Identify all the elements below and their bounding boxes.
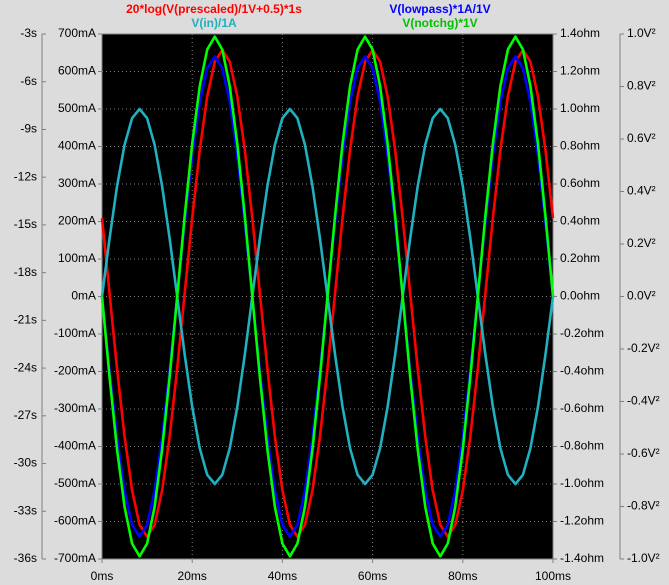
y-tick-label: -6s — [20, 74, 37, 88]
legend-entry: V(notchg)*1V — [402, 16, 477, 30]
y-tick-label: 1.0ohm — [560, 101, 600, 115]
y-tick-label: -1.4ohm — [560, 551, 604, 565]
y-tick-label: 400mA — [58, 139, 96, 153]
y-tick-label: 1.4ohm — [560, 26, 600, 40]
x-tick-label: 60ms — [358, 569, 387, 583]
series-line — [100, 48, 555, 539]
y-tick-label: -0.6V² — [627, 446, 660, 460]
y-tick-label: 300mA — [58, 176, 96, 190]
y-tick-label: -1.0V² — [627, 551, 660, 565]
legend-entry: V(in)/1A — [191, 16, 237, 30]
y-tick-label: 0.8ohm — [560, 139, 600, 153]
y-tick-label: -700mA — [54, 551, 96, 565]
x-tick-label: 0ms — [91, 569, 114, 583]
y-tick-label: -600mA — [54, 514, 96, 528]
y-tick-label: 100mA — [58, 251, 96, 265]
y-tick-label: -27s — [14, 408, 37, 422]
y-tick-label: -0.8ohm — [560, 439, 604, 453]
y-tick-label: 0.0V² — [627, 289, 656, 303]
y-tick-label: -100mA — [54, 326, 96, 340]
y-tick-label: 1.2ohm — [560, 64, 600, 78]
y-tick-label: -1.2ohm — [560, 514, 604, 528]
y-tick-label: 1.0V² — [627, 26, 656, 40]
y-tick-label: -0.4V² — [627, 394, 660, 408]
y-tick-label: 0.0ohm — [560, 289, 600, 303]
y-tick-label: -24s — [14, 360, 37, 374]
y-tick-label: 0.6ohm — [560, 176, 600, 190]
y-tick-label: -0.2V² — [627, 341, 660, 355]
x-tick-label: 40ms — [268, 569, 297, 583]
legend-entry: 20*log(V(prescaled)/1V+0.5)*1s — [126, 2, 302, 16]
y-tick-label: 200mA — [58, 214, 96, 228]
y-tick-label: -21s — [14, 313, 37, 327]
y-tick-label: -12s — [14, 169, 37, 183]
y-tick-label: 600mA — [58, 64, 96, 78]
y-tick-label: -1.0ohm — [560, 476, 604, 490]
y-tick-label: -3s — [20, 26, 37, 40]
y-tick-label: -0.2ohm — [560, 326, 604, 340]
y-tick-label: -300mA — [54, 401, 96, 415]
y-tick-label: -400mA — [54, 439, 96, 453]
y-tick-label: -18s — [14, 265, 37, 279]
y-tick-label: -36s — [14, 551, 37, 565]
y-tick-label: 700mA — [58, 26, 96, 40]
y-tick-label: -33s — [14, 503, 37, 517]
y-tick-label: -0.4ohm — [560, 364, 604, 378]
series-line — [100, 35, 555, 558]
y-tick-label: 0.4V² — [627, 184, 656, 198]
y-tick-label: 0.4ohm — [560, 214, 600, 228]
x-tick-label: 100ms — [535, 569, 571, 583]
y-tick-label: 0.8V² — [627, 79, 656, 93]
y-tick-label: -30s — [14, 456, 37, 470]
y-tick-label: -0.6ohm — [560, 401, 604, 415]
y-tick-label: -0.8V² — [627, 499, 660, 513]
y-tick-label: 500mA — [58, 101, 96, 115]
x-tick-label: 80ms — [448, 569, 477, 583]
y-tick-label: 0.6V² — [627, 131, 656, 145]
y-tick-label: -9s — [20, 122, 37, 136]
y-tick-label: -200mA — [54, 364, 96, 378]
y-tick-label: 0.2ohm — [560, 251, 600, 265]
y-tick-label: -15s — [14, 217, 37, 231]
legend-entry: V(lowpass)*1A/1V — [389, 2, 490, 16]
y-tick-label: 0mA — [71, 289, 96, 303]
y-tick-label: 0.2V² — [627, 236, 656, 250]
y-tick-label: -500mA — [54, 476, 96, 490]
x-tick-label: 20ms — [178, 569, 207, 583]
